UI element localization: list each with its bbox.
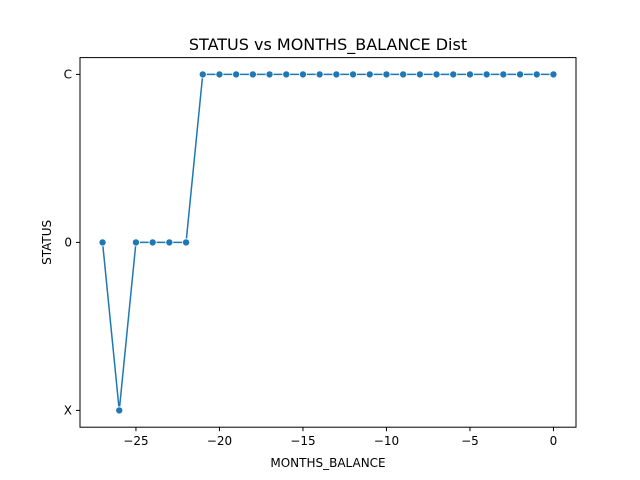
x-tick-label: −25 xyxy=(123,434,148,448)
data-point xyxy=(365,70,374,79)
data-point xyxy=(215,70,224,79)
chart-title: STATUS vs MONTHS_BALANCE Dist xyxy=(189,35,467,55)
data-point xyxy=(148,238,157,247)
x-tick-label: 0 xyxy=(550,434,558,448)
data-point xyxy=(198,70,207,79)
y-tick-label: X xyxy=(64,403,72,417)
data-point xyxy=(282,70,291,79)
x-tick-label: −15 xyxy=(290,434,315,448)
data-point xyxy=(315,70,324,79)
data-point xyxy=(415,70,424,79)
x-axis: −25 −20 −15 −10 −5 0 xyxy=(123,427,557,448)
x-axis-label: MONTHS_BALANCE xyxy=(270,456,385,470)
series-line xyxy=(101,73,554,411)
data-point xyxy=(465,70,474,79)
y-axis-label: STATUS xyxy=(40,220,54,265)
x-tick-label: −20 xyxy=(207,434,232,448)
y-tick-label: 0 xyxy=(64,235,72,249)
data-point xyxy=(131,238,140,247)
data-point xyxy=(532,70,541,79)
y-axis: X 0 C xyxy=(64,67,80,417)
data-point xyxy=(482,70,491,79)
data-point xyxy=(399,70,408,79)
data-point xyxy=(115,406,124,415)
data-point xyxy=(349,70,358,79)
y-tick-label: C xyxy=(64,67,72,81)
data-point xyxy=(382,70,391,79)
data-point xyxy=(549,70,558,79)
x-tick-label: −5 xyxy=(461,434,479,448)
data-point xyxy=(165,238,174,247)
data-point xyxy=(265,70,274,79)
data-point xyxy=(248,70,257,79)
data-point xyxy=(499,70,508,79)
data-point xyxy=(232,70,241,79)
data-point xyxy=(98,238,107,247)
data-point xyxy=(298,70,307,79)
data-point xyxy=(516,70,525,79)
plot-area xyxy=(98,70,558,415)
x-tick-label: −10 xyxy=(374,434,399,448)
data-point xyxy=(332,70,341,79)
data-point xyxy=(449,70,458,79)
data-point xyxy=(182,238,191,247)
data-point xyxy=(432,70,441,79)
